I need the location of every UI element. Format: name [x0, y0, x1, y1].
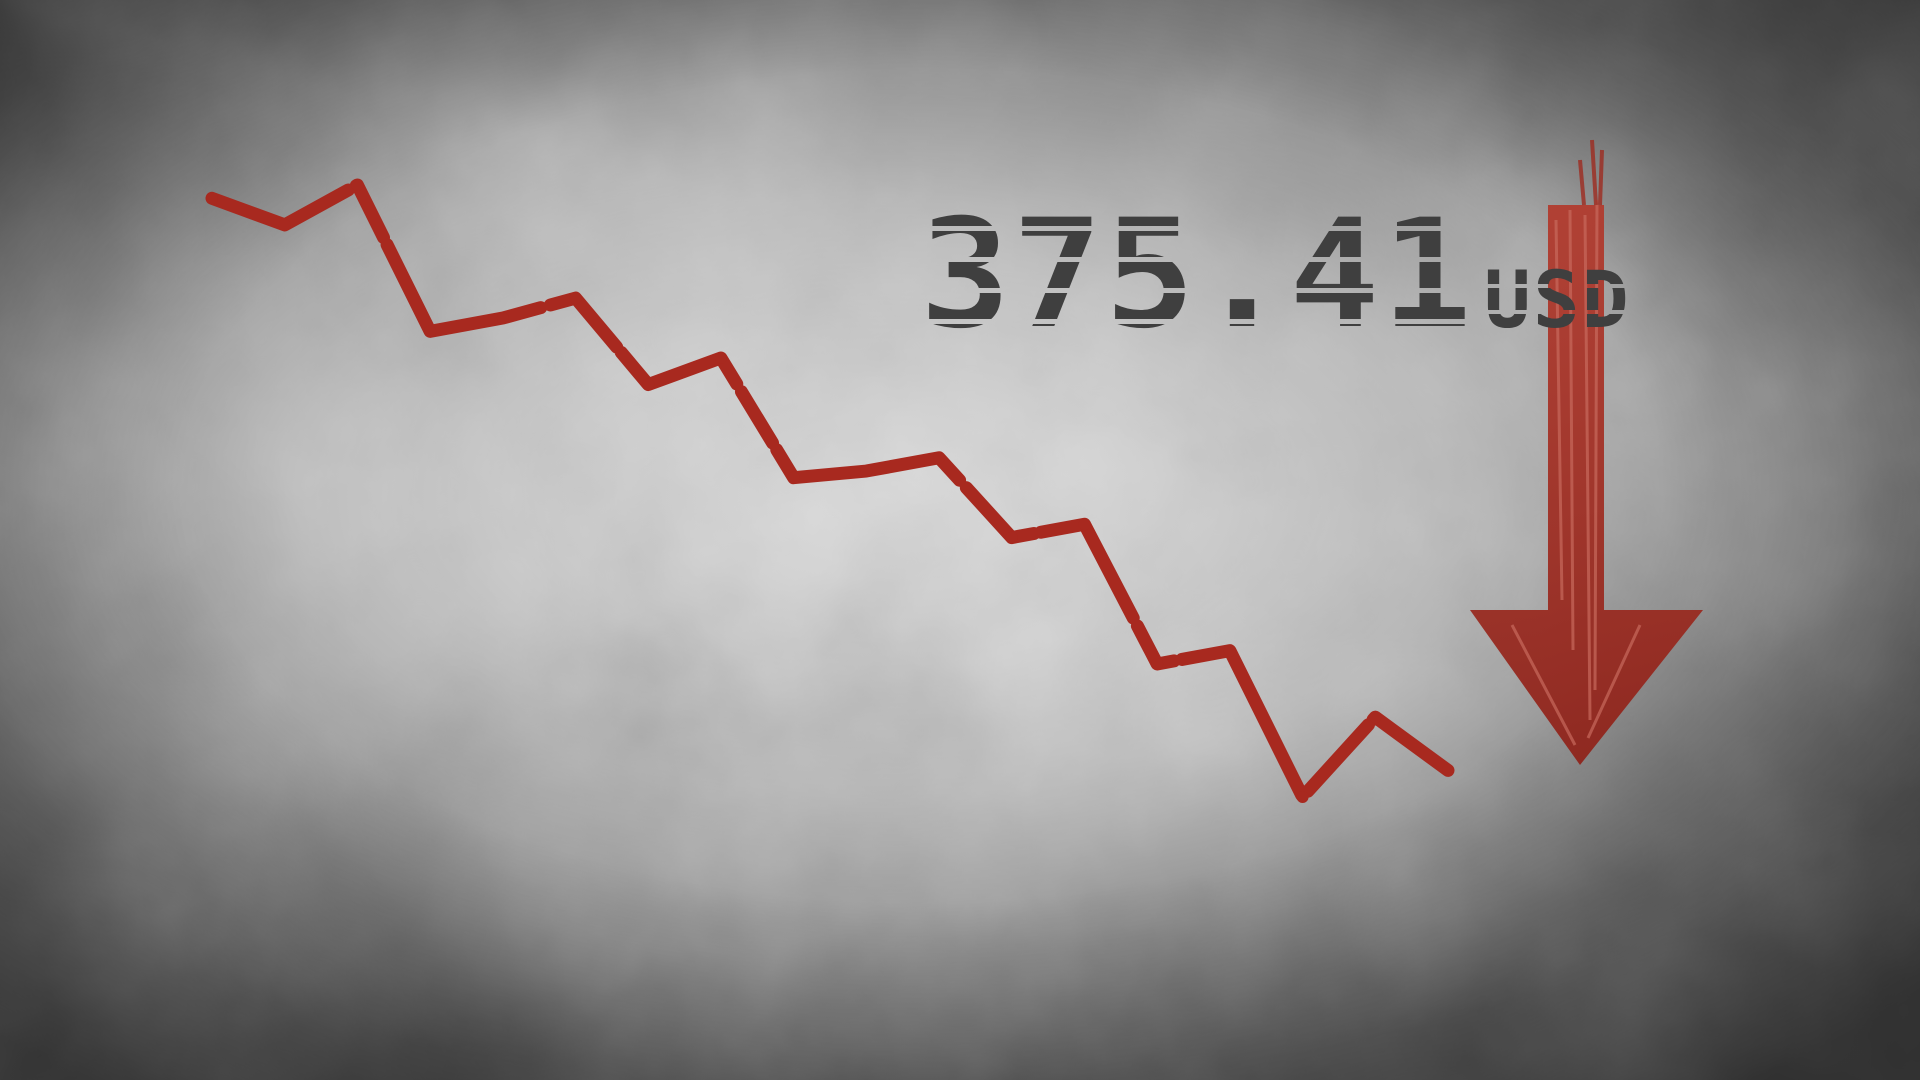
line-point-2: [351, 179, 364, 191]
line-point-3: [424, 325, 437, 338]
line-point-4: [496, 312, 509, 325]
line-point-15: [1296, 791, 1309, 803]
line-point-16: [1369, 711, 1382, 724]
price-line: [205, 178, 1455, 804]
price-line-series: [205, 178, 1455, 804]
line-point-11: [1005, 531, 1018, 544]
line-point-10: [933, 451, 946, 464]
line-point-7: [714, 351, 727, 364]
line-point-12: [1078, 518, 1091, 531]
line-point-5: [569, 292, 582, 305]
line-point-17: [1442, 764, 1454, 777]
line-point-8: [787, 471, 800, 484]
line-point-1: [278, 218, 291, 231]
line-point-14: [1223, 644, 1236, 657]
line-point-9: [860, 465, 873, 478]
line-point-6: [642, 378, 655, 391]
price-unit: USD: [1483, 256, 1631, 346]
line-point-13: [1151, 657, 1164, 670]
price-value: 375.41: [920, 188, 1474, 362]
price-readout: 375.41 USD: [920, 200, 1631, 350]
down-arrow-icon: [1470, 139, 1703, 765]
line-point-0: [206, 192, 218, 205]
